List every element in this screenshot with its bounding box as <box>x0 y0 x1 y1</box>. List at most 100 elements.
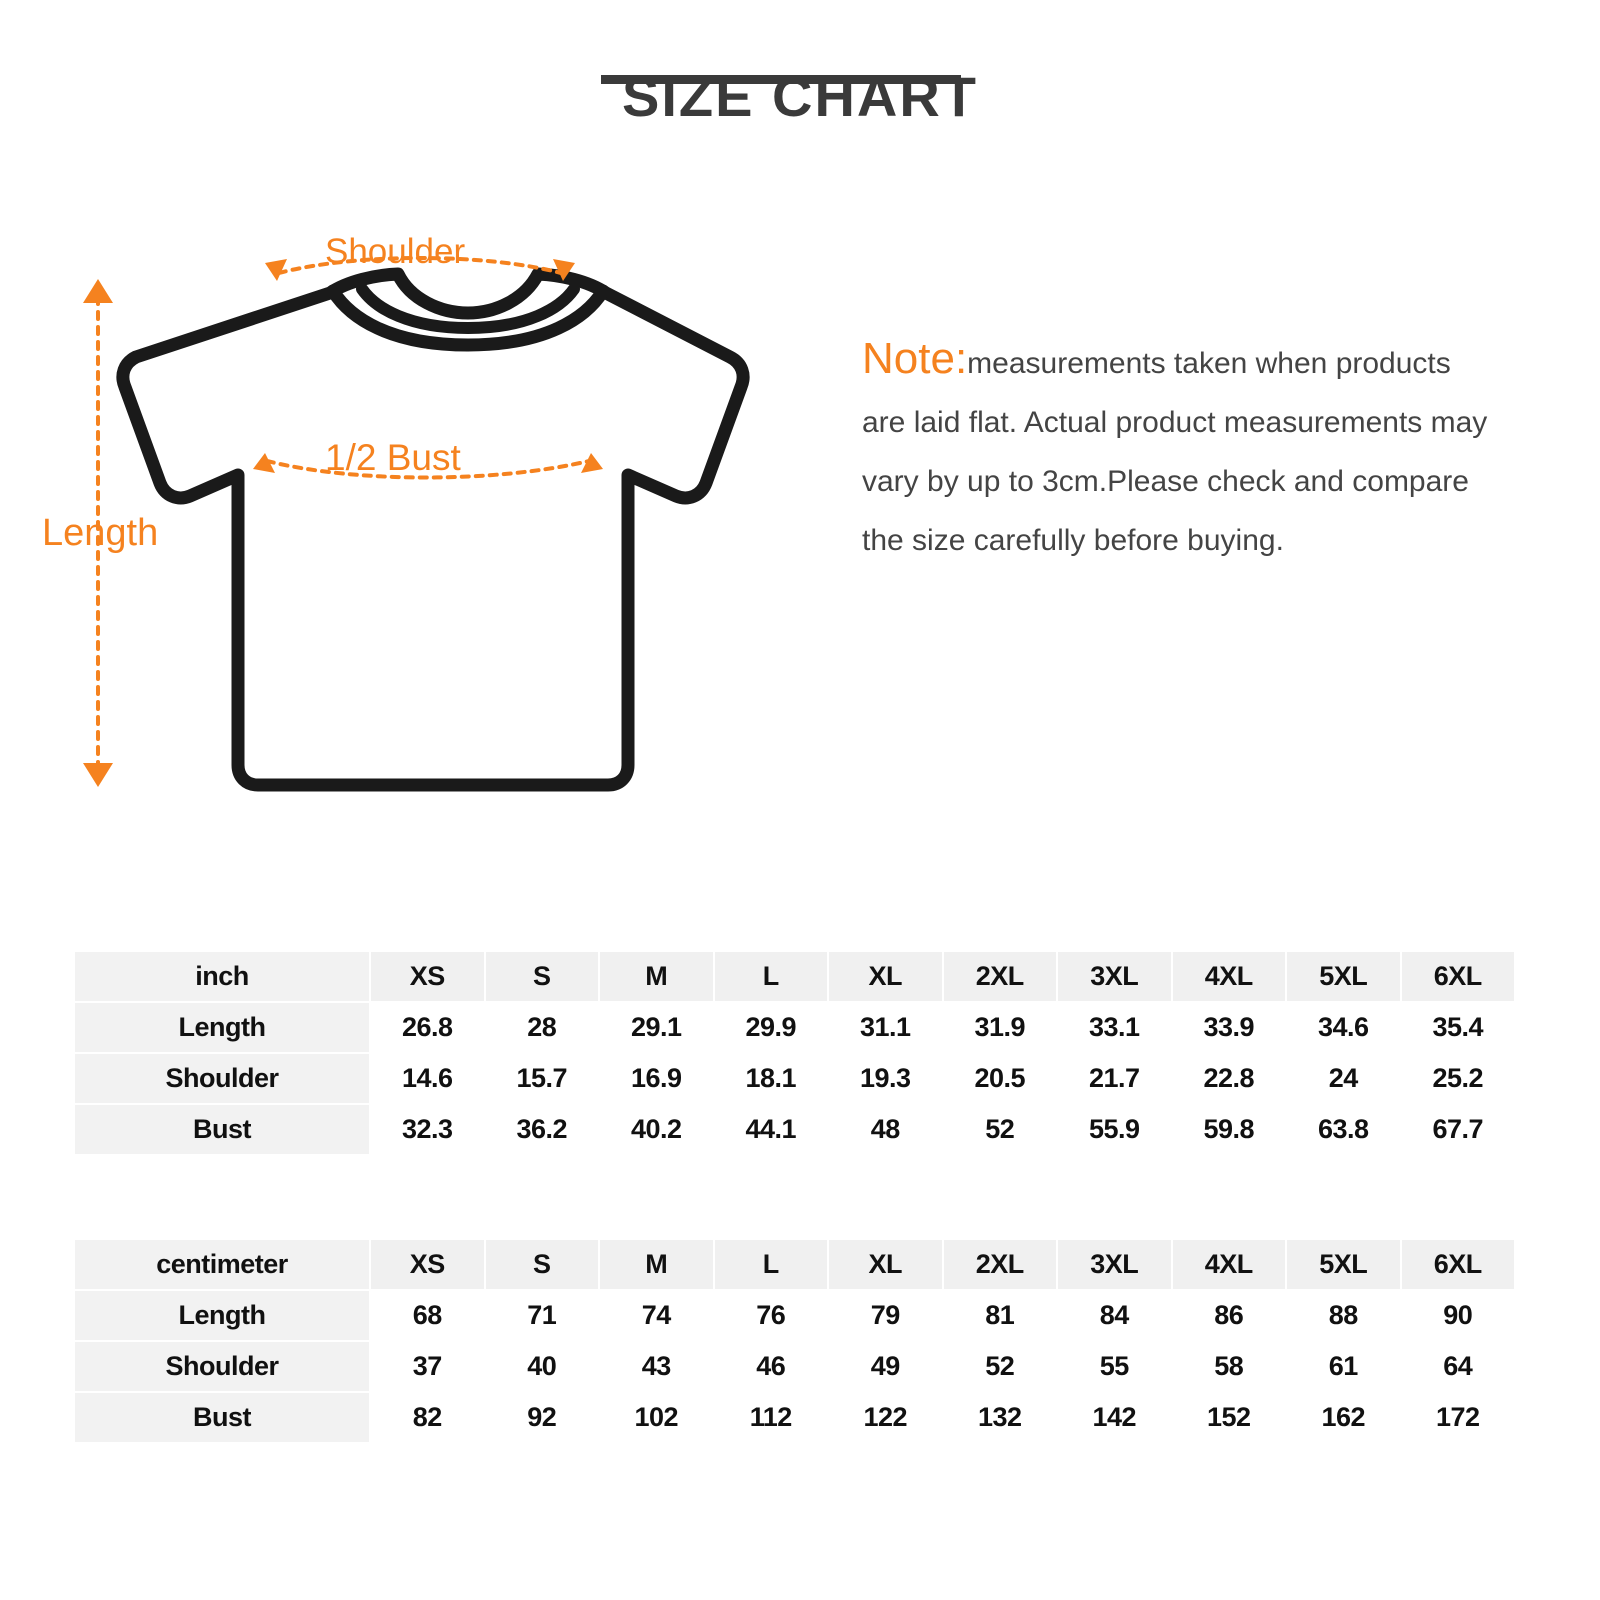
tshirt-collar-outer-icon <box>326 284 610 352</box>
half-bust-measure-label: 1/2 Bust <box>325 437 461 478</box>
size-header-cell: 6XL <box>1401 952 1514 1001</box>
measure-value-cell: 31.1 <box>829 1003 942 1052</box>
spacer-row <box>75 1187 1514 1237</box>
measure-label-cell: Length <box>75 1291 369 1340</box>
size-header-cell: XS <box>371 1240 484 1289</box>
measure-value-cell: 29.1 <box>600 1003 713 1052</box>
measure-value-cell: 64 <box>1401 1342 1514 1391</box>
measure-value-cell: 52 <box>943 1105 1056 1154</box>
measure-value-cell: 79 <box>829 1291 942 1340</box>
size-header-cell: 3XL <box>1058 952 1171 1001</box>
measure-value-cell: 36.2 <box>485 1105 598 1154</box>
measure-value-cell: 55.9 <box>1058 1105 1171 1154</box>
measure-value-cell: 71 <box>485 1291 598 1340</box>
measure-value-cell: 14.6 <box>371 1054 484 1103</box>
table-spacer <box>73 1185 1516 1239</box>
measure-value-cell: 33.9 <box>1172 1003 1285 1052</box>
note-body-text: measurements taken when products are lai… <box>862 347 1488 557</box>
size-header-cell: 3XL <box>1058 1240 1171 1289</box>
size-header-cell: S <box>485 1240 598 1289</box>
length-measure-label: Length <box>42 512 159 554</box>
measure-value-cell: 61 <box>1287 1342 1400 1391</box>
size-header-cell: XL <box>829 1240 942 1289</box>
size-header-cell: M <box>600 952 713 1001</box>
size-header-cell: XL <box>829 952 942 1001</box>
spacer-cell <box>485 1187 598 1237</box>
table-cm-body: centimeter XS S M L XL 2XL 3XL 4XL 5XL 6XL Length 68… <box>75 1240 1514 1442</box>
measure-value-cell: 29.9 <box>714 1003 827 1052</box>
tshirt-outline-icon <box>116 267 750 792</box>
size-header-cell: 4XL <box>1172 1240 1285 1289</box>
measure-label-cell: Bust <box>75 1105 369 1154</box>
title-underline <box>601 75 961 84</box>
note-heading: Note: <box>862 334 968 383</box>
table-inch-body: inch XS S M L XL 2XL 3XL 4XL 5XL 6XL Length 26.8 28 29… <box>75 952 1514 1154</box>
measure-value-cell: 102 <box>600 1393 713 1442</box>
measure-value-cell: 40 <box>485 1342 598 1391</box>
measure-value-cell: 63.8 <box>1287 1105 1400 1154</box>
spacer-cell <box>1172 1187 1285 1237</box>
measure-value-cell: 81 <box>943 1291 1056 1340</box>
measure-value-cell: 37 <box>371 1342 484 1391</box>
size-header-cell: 6XL <box>1401 1240 1514 1289</box>
measure-value-cell: 21.7 <box>1058 1054 1171 1103</box>
unit-header-cell: inch <box>75 952 369 1001</box>
spacer-cell <box>1287 1187 1400 1237</box>
measure-value-cell: 20.5 <box>943 1054 1056 1103</box>
spacer-cell <box>371 1187 484 1237</box>
measure-value-cell: 15.7 <box>485 1054 598 1103</box>
size-header-cell: 2XL <box>943 1240 1056 1289</box>
measure-value-cell: 24 <box>1287 1054 1400 1103</box>
size-header-cell: S <box>485 952 598 1001</box>
measure-value-cell: 142 <box>1058 1393 1171 1442</box>
measure-value-cell: 40.2 <box>600 1105 713 1154</box>
measure-value-cell: 122 <box>829 1393 942 1442</box>
measure-value-cell: 90 <box>1401 1291 1514 1340</box>
size-header-cell: 2XL <box>943 952 1056 1001</box>
spacer-cell <box>943 1187 1056 1237</box>
measure-value-cell: 112 <box>714 1393 827 1442</box>
size-header-cell: 5XL <box>1287 1240 1400 1289</box>
measure-value-cell: 92 <box>485 1393 598 1442</box>
measure-value-cell: 26.8 <box>371 1003 484 1052</box>
measure-value-cell: 16.9 <box>600 1054 713 1103</box>
measure-value-cell: 152 <box>1172 1393 1285 1442</box>
measure-value-cell: 33.1 <box>1058 1003 1171 1052</box>
measure-value-cell: 35.4 <box>1401 1003 1514 1052</box>
table-row: Bust 32.3 36.2 40.2 44.1 48 52 55.9 59.8 63.8 67.7 <box>75 1105 1514 1154</box>
measure-value-cell: 58 <box>1172 1342 1285 1391</box>
unit-header-cell: centimeter <box>75 1240 369 1289</box>
spacer-cell <box>714 1187 827 1237</box>
spacer-cell <box>829 1187 942 1237</box>
measure-value-cell: 86 <box>1172 1291 1285 1340</box>
measure-value-cell: 67.7 <box>1401 1105 1514 1154</box>
measure-value-cell: 18.1 <box>714 1054 827 1103</box>
size-header-cell: L <box>714 1240 827 1289</box>
measure-value-cell: 52 <box>943 1342 1056 1391</box>
measure-value-cell: 55 <box>1058 1342 1171 1391</box>
measure-value-cell: 28 <box>485 1003 598 1052</box>
spacer-cell <box>1058 1187 1171 1237</box>
measure-value-cell: 43 <box>600 1342 713 1391</box>
measure-label-cell: Bust <box>75 1393 369 1442</box>
table-row: Length 68 71 74 76 79 81 84 86 88 90 <box>75 1291 1514 1340</box>
measure-value-cell: 31.9 <box>943 1003 1056 1052</box>
measure-value-cell: 19.3 <box>829 1054 942 1103</box>
measure-value-cell: 76 <box>714 1291 827 1340</box>
measure-value-cell: 132 <box>943 1393 1056 1442</box>
measure-value-cell: 34.6 <box>1287 1003 1400 1052</box>
measure-value-cell: 59.8 <box>1172 1105 1285 1154</box>
measure-value-cell: 32.3 <box>371 1105 484 1154</box>
size-header-cell: M <box>600 1240 713 1289</box>
table-row: Length 26.8 28 29.1 29.9 31.1 31.9 33.1 33.9 34.6… <box>75 1003 1514 1052</box>
half-bust-arrow-icon <box>253 453 603 480</box>
length-arrow-icon <box>83 279 113 787</box>
measure-value-cell: 162 <box>1287 1393 1400 1442</box>
measure-value-cell: 82 <box>371 1393 484 1442</box>
measure-value-cell: 84 <box>1058 1291 1171 1340</box>
size-table-inch: inch XS S M L XL 2XL 3XL 4XL 5XL 6XL Length 26.8 28 29… <box>73 950 1516 1156</box>
measure-value-cell: 48 <box>829 1105 942 1154</box>
table-header-row: inch XS S M L XL 2XL 3XL 4XL 5XL 6XL <box>75 952 1514 1001</box>
measure-value-cell: 25.2 <box>1401 1054 1514 1103</box>
size-header-cell: XS <box>371 952 484 1001</box>
